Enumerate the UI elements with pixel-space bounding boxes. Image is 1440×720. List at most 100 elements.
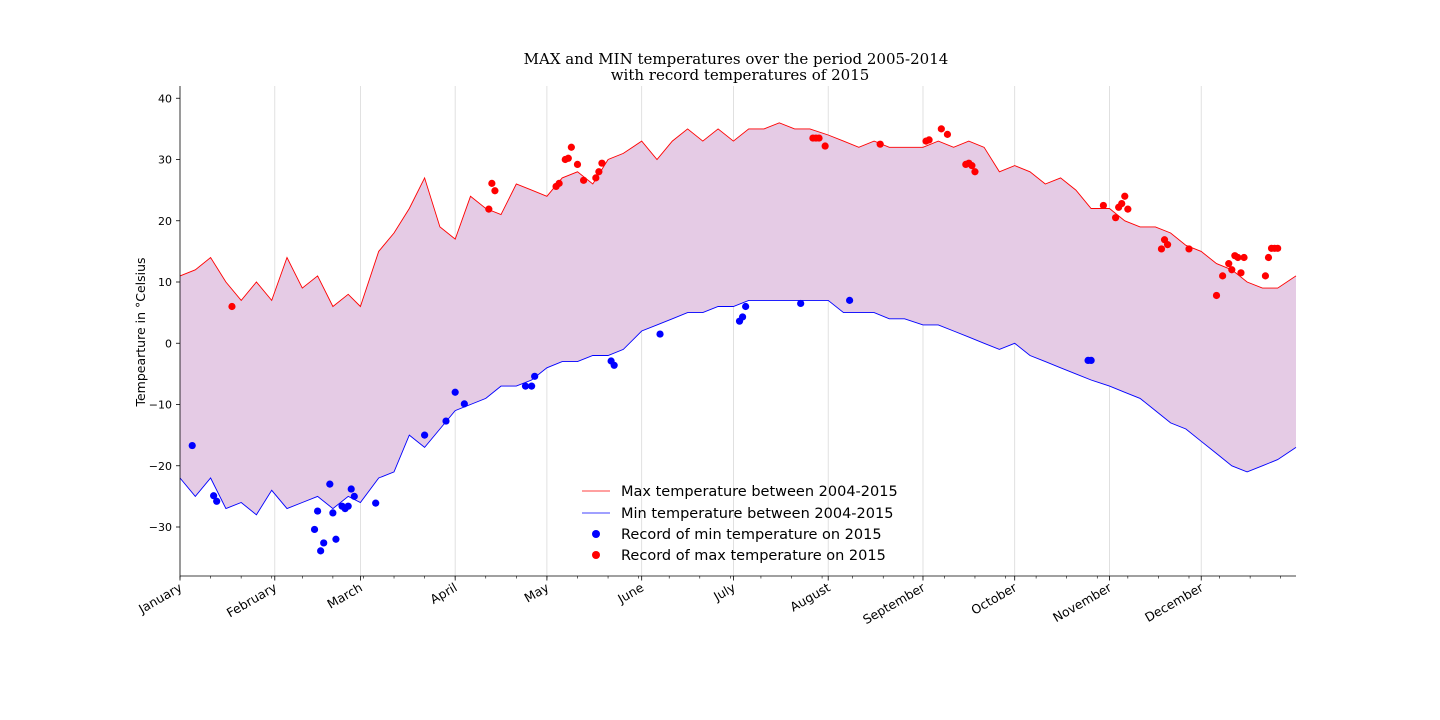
x-tick-label-january: January [135, 579, 185, 616]
x-tick-label-july: July [710, 579, 738, 604]
record-max-point [1264, 253, 1273, 262]
record-max-point [1124, 205, 1132, 213]
record-min-point [656, 330, 664, 338]
legend-max-label: Max temperature between 2004-2015 [621, 484, 898, 500]
record-min-point [421, 431, 429, 439]
temperature-lines [179, 122, 1297, 516]
chart-subtitle: with record temperatures of 2015 [611, 66, 870, 84]
record-min-point [742, 302, 750, 311]
record-max-point [595, 168, 603, 176]
record-max-point [937, 125, 945, 133]
record-min-point [610, 361, 618, 369]
record-max-point [876, 140, 884, 148]
y-tick-label: 40 [158, 92, 172, 105]
record-min-point [460, 400, 468, 408]
max-temperature-line [179, 122, 1297, 308]
range-fill-area [180, 122, 1296, 515]
y-tick-label: −20 [149, 460, 172, 473]
record-min-point [521, 382, 530, 390]
record-points [188, 125, 1282, 555]
record-max-point [491, 187, 499, 195]
record-max-point [1225, 260, 1233, 268]
x-tick-label-june: June [614, 579, 646, 606]
record-max-point [488, 179, 496, 187]
record-max-point [1118, 200, 1126, 208]
record-min-point [531, 372, 539, 380]
record-max-point [1237, 269, 1245, 277]
record-min-point [213, 497, 221, 505]
legend-record-max-label: Record of max temperature on 2015 [621, 548, 886, 564]
record-max-point [592, 174, 600, 182]
record-min-point [846, 296, 854, 304]
record-min-point [332, 535, 340, 543]
chart-title: MAX and MIN temperatures over the period… [524, 50, 949, 68]
record-max-point [1219, 272, 1227, 280]
y-axis-label: Tempearture in °Celsius [133, 257, 148, 407]
record-max-point [579, 176, 588, 184]
record-max-point [971, 168, 979, 176]
temperature-range-fill [180, 122, 1296, 515]
record-min-point [1087, 356, 1095, 364]
y-tick-label: 0 [165, 337, 172, 350]
record-min-point [310, 525, 319, 534]
record-min-point [372, 499, 380, 507]
x-tick-label-september: September [860, 579, 928, 627]
x-tick-label-february: February [224, 579, 280, 620]
legend-record-min-label: Record of min temperature on 2015 [621, 527, 882, 543]
record-min-point [442, 417, 450, 425]
record-min-point [188, 441, 196, 450]
record-max-point [228, 302, 236, 311]
record-min-point [344, 502, 352, 510]
x-tick-label-october: October [968, 579, 1020, 617]
record-max-point [925, 136, 933, 144]
record-min-point [451, 388, 459, 396]
x-tick-label-december: December [1142, 579, 1206, 625]
record-max-point [1112, 214, 1120, 222]
record-max-point [1163, 241, 1172, 249]
record-max-point [1157, 245, 1166, 253]
record-min-point [326, 480, 334, 488]
y-tick-label: 10 [158, 276, 172, 289]
record-max-point [567, 143, 575, 151]
y-tick-label: −10 [149, 399, 172, 412]
record-max-point [598, 159, 606, 167]
record-min-point [738, 313, 747, 321]
record-max-point [1099, 201, 1107, 210]
record-min-point [350, 492, 358, 500]
record-max-point [1274, 244, 1282, 252]
record-max-point [1240, 253, 1248, 262]
legend-min-label: Min temperature between 2004-2015 [621, 506, 893, 522]
record-max-point [821, 142, 829, 150]
y-tick-label: −30 [149, 521, 172, 534]
y-tick-label: 30 [158, 154, 172, 167]
legend-record-min-swatch [592, 530, 600, 538]
x-tick-label-may: May [522, 579, 552, 605]
x-tick-label-april: April [427, 580, 459, 607]
record-min-point [320, 539, 328, 547]
record-max-point [555, 179, 563, 187]
x-tick-label-november: November [1050, 579, 1115, 625]
record-max-point [1212, 291, 1221, 300]
record-max-point [1121, 192, 1129, 200]
record-max-point [968, 162, 976, 170]
record-max-point [815, 134, 823, 142]
record-min-point [528, 382, 536, 390]
record-max-point [1185, 245, 1193, 253]
record-max-point [485, 205, 493, 213]
record-min-point [313, 507, 322, 515]
record-min-point [797, 299, 805, 308]
record-max-point [943, 130, 952, 138]
legend-record-max-swatch [592, 551, 600, 559]
x-tick-label-march: March [324, 580, 365, 612]
record-max-point [1261, 272, 1270, 280]
record-max-point [564, 154, 572, 162]
chart-legend: Max temperature between 2004-2015 Min te… [582, 484, 898, 564]
record-max-point [573, 160, 582, 168]
min-temperature-line [179, 299, 1297, 516]
record-min-point [210, 492, 218, 500]
x-tick-label-august: August [787, 580, 832, 615]
record-min-point [317, 547, 325, 555]
record-max-point [1228, 266, 1236, 274]
